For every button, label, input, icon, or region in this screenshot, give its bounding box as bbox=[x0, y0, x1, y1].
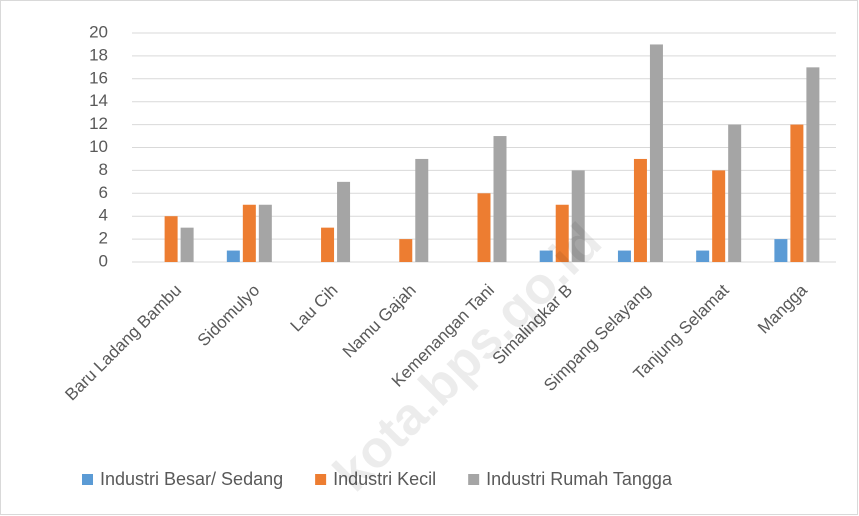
bar bbox=[617, 250, 631, 262]
legend-swatch bbox=[82, 474, 93, 485]
bar bbox=[477, 193, 491, 262]
legend-label: Industri Kecil bbox=[333, 469, 436, 489]
bar bbox=[539, 250, 553, 262]
bar bbox=[571, 170, 585, 262]
bar bbox=[774, 239, 788, 262]
bar bbox=[555, 204, 569, 262]
bar bbox=[633, 158, 647, 262]
y-tick-label: 8 bbox=[99, 160, 108, 179]
bar bbox=[399, 239, 413, 262]
y-tick-label: 18 bbox=[89, 45, 108, 64]
y-tick-label: 12 bbox=[89, 114, 108, 133]
bar bbox=[728, 124, 742, 262]
bar bbox=[806, 67, 820, 262]
bar bbox=[790, 124, 804, 262]
y-tick-label: 14 bbox=[89, 91, 108, 110]
bar bbox=[258, 204, 272, 262]
y-tick-label: 16 bbox=[89, 68, 108, 87]
y-tick-label: 4 bbox=[99, 206, 108, 225]
bar bbox=[493, 136, 507, 262]
legend-label: Industri Rumah Tangga bbox=[486, 469, 673, 489]
bar bbox=[242, 204, 256, 262]
legend-label: Industri Besar/ Sedang bbox=[100, 469, 283, 489]
bar bbox=[226, 250, 240, 262]
bar bbox=[180, 227, 194, 262]
bar bbox=[164, 216, 178, 262]
bar bbox=[321, 227, 335, 262]
y-tick-label: 20 bbox=[89, 22, 108, 41]
y-tick-label: 10 bbox=[89, 137, 108, 156]
bar bbox=[337, 181, 351, 262]
legend-swatch bbox=[468, 474, 480, 485]
bar bbox=[696, 250, 710, 262]
legend-swatch bbox=[315, 474, 327, 485]
bar bbox=[415, 158, 429, 262]
y-tick-label: 6 bbox=[99, 183, 108, 202]
y-tick-label: 2 bbox=[99, 229, 108, 248]
y-tick-label: 0 bbox=[99, 251, 108, 270]
bar bbox=[712, 170, 726, 262]
bar bbox=[649, 44, 663, 263]
